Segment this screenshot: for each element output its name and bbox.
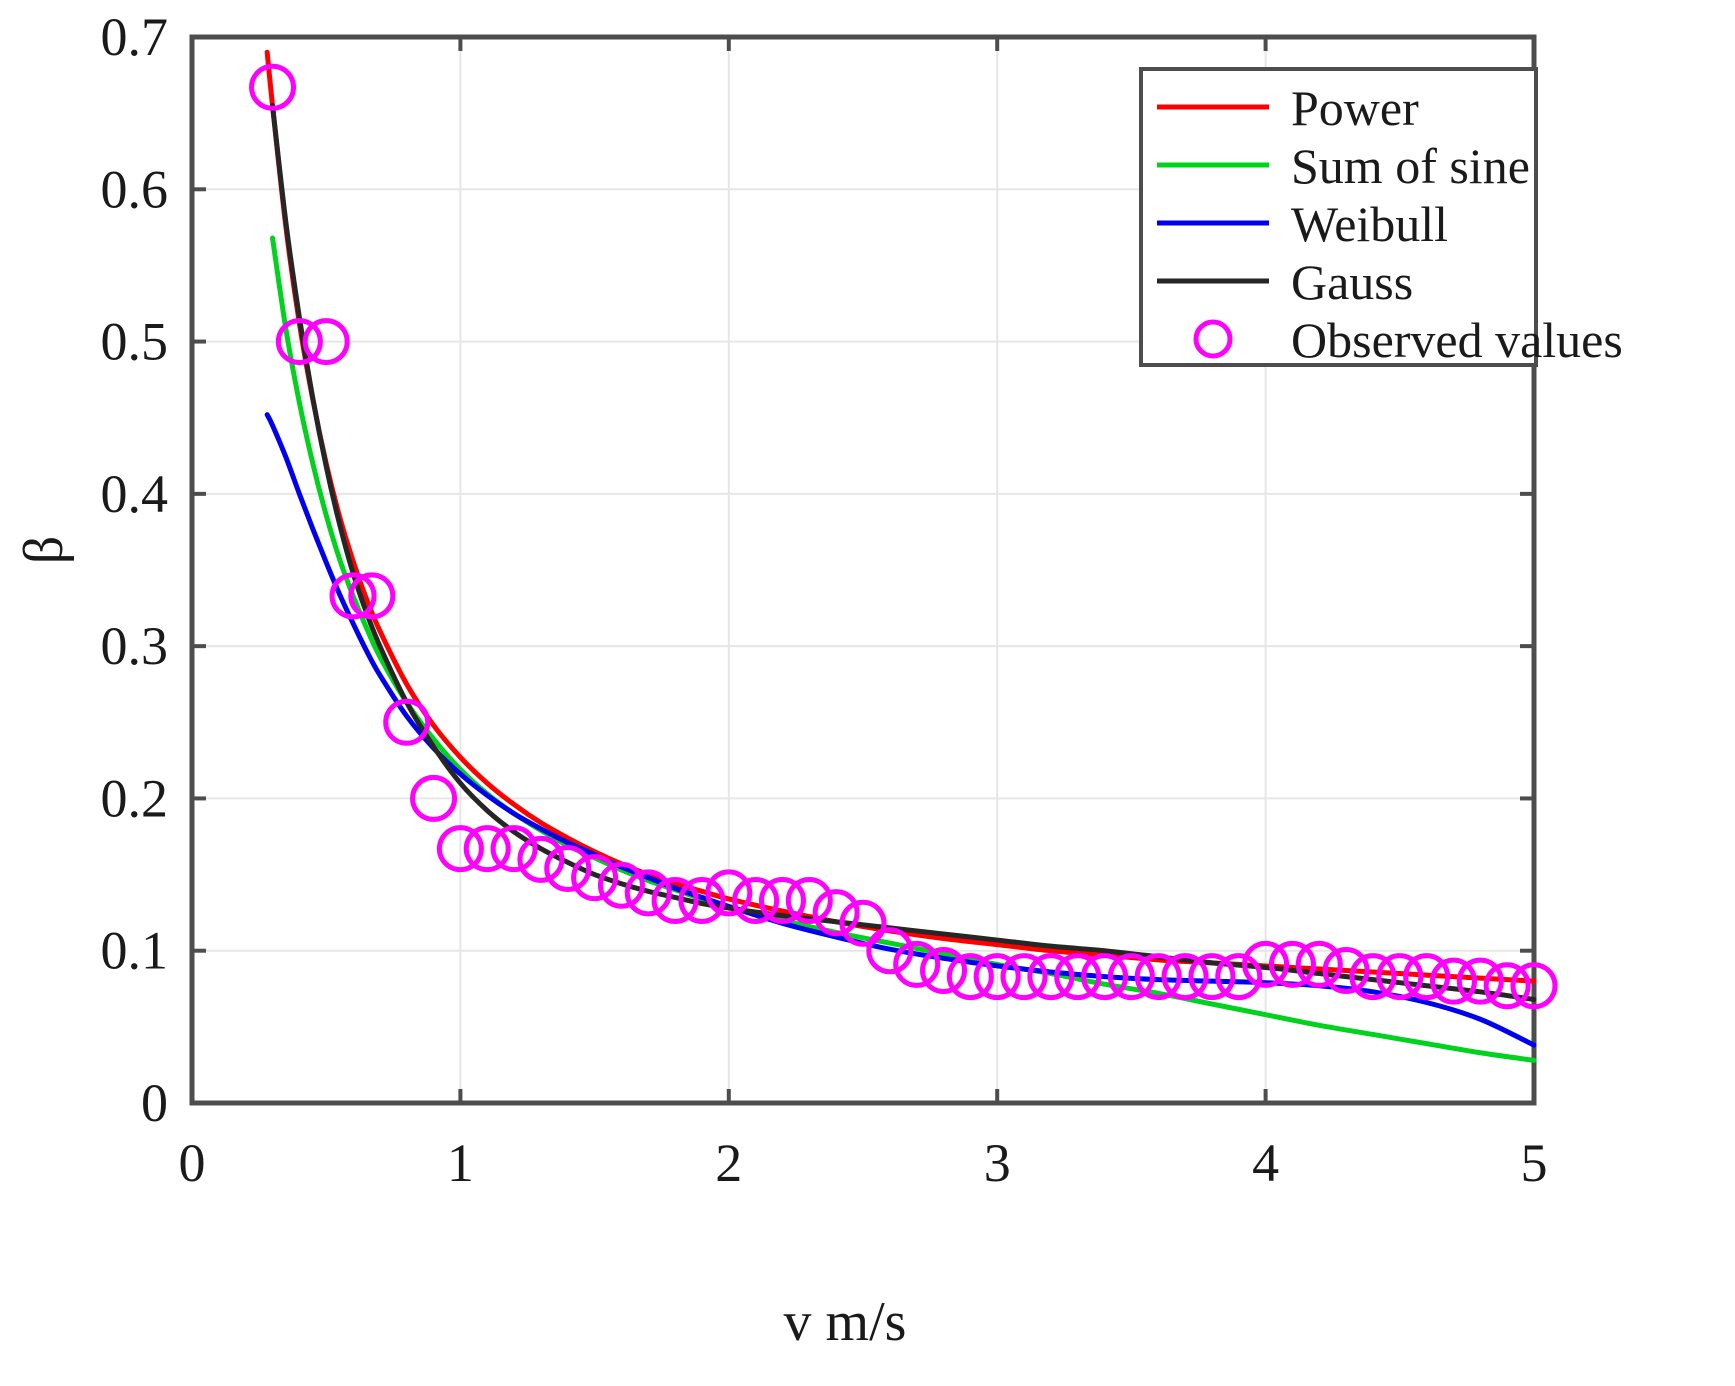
y-tick-label: 0 — [141, 1073, 168, 1133]
data-point-marker — [1134, 953, 1182, 1001]
series-observed-values — [249, 63, 1558, 1010]
legend-swatch-marker-icon — [1193, 319, 1233, 359]
data-point-marker — [839, 899, 887, 947]
data-point-marker — [1242, 940, 1290, 988]
data-point-marker — [348, 572, 396, 620]
data-point-marker — [705, 869, 753, 917]
x-tick-label: 5 — [1521, 1133, 1548, 1193]
y-tick-label: 0.7 — [101, 7, 169, 67]
data-point-marker — [973, 953, 1021, 1001]
data-point-marker — [1483, 962, 1531, 1010]
data-point-marker — [571, 854, 619, 902]
data-point-marker — [329, 572, 377, 620]
legend-item-label: Sum of sine — [1291, 138, 1530, 194]
data-point-marker — [1000, 953, 1048, 1001]
legend-item-label: Gauss — [1291, 254, 1413, 310]
legend-item-power[interactable]: Power — [1157, 80, 1419, 136]
data-point-marker — [785, 876, 833, 924]
data-point-marker — [1322, 947, 1370, 995]
data-point-marker — [1510, 962, 1558, 1010]
data-point-marker — [1268, 940, 1316, 988]
y-tick-label: 0.3 — [101, 616, 169, 676]
x-tick-label: 0 — [179, 1133, 206, 1193]
legend-item-sum-of-sine[interactable]: Sum of sine — [1157, 138, 1530, 194]
data-point-marker — [866, 927, 914, 975]
data-point-marker — [597, 861, 645, 909]
data-point-marker — [517, 835, 565, 883]
data-point-marker — [651, 876, 699, 924]
data-point-marker — [1161, 953, 1209, 1001]
legend-item-weibull[interactable]: Weibull — [1157, 196, 1448, 252]
data-point-marker — [544, 844, 592, 892]
data-point-marker — [678, 876, 726, 924]
data-point-marker — [758, 876, 806, 924]
data-point-marker — [1429, 957, 1477, 1005]
axis-lines — [189, 34, 1537, 1106]
legend-item-label: Observed values — [1291, 312, 1623, 368]
data-point-marker — [1456, 957, 1504, 1005]
data-point-marker — [436, 825, 484, 873]
legend-item-gauss[interactable]: Gauss — [1157, 254, 1413, 310]
y-tick-label: 0.1 — [101, 921, 169, 981]
data-point-marker — [410, 774, 458, 822]
data-point-marker — [302, 318, 350, 366]
plot-box — [189, 34, 1537, 1106]
legend-background — [1139, 67, 1538, 367]
x-tick-label: 4 — [1252, 1133, 1279, 1193]
y-tick-label: 0.4 — [101, 464, 169, 524]
data-series — [249, 49, 1558, 1063]
x-tick-label: 3 — [984, 1133, 1011, 1193]
data-point-marker — [1027, 953, 1075, 1001]
data-point-marker — [1081, 953, 1129, 1001]
y-tick-label: 0.6 — [101, 159, 169, 219]
data-point-marker — [1403, 953, 1451, 1001]
legend-item-label: Weibull — [1291, 196, 1448, 252]
y-tick-label: 0.5 — [101, 312, 169, 372]
data-point-marker — [1107, 953, 1155, 1001]
tick-labels: 0 0.1 0.2 0.3 0.4 0.5 0.6 0.7 0 1 2 3 4 5 — [101, 7, 1548, 1193]
data-point-marker — [946, 953, 994, 1001]
x-axis-title: v m/s — [784, 1291, 907, 1353]
data-point-marker — [383, 698, 431, 746]
data-point-marker — [1215, 953, 1263, 1001]
data-point-marker — [1054, 953, 1102, 1001]
data-point-marker — [249, 63, 297, 111]
series-line-gauss — [270, 103, 1537, 1002]
legend-item-label: Power — [1291, 80, 1419, 136]
data-point-marker — [1295, 940, 1343, 988]
data-point-marker — [490, 825, 538, 873]
x-tick-label: 1 — [447, 1133, 474, 1193]
data-point-marker — [732, 876, 780, 924]
data-point-marker — [812, 889, 860, 937]
data-point-marker — [1188, 953, 1236, 1001]
legend-item-observed-values[interactable]: Observed values — [1193, 312, 1623, 368]
x-tick-label: 2 — [715, 1133, 742, 1193]
data-point-marker — [920, 947, 968, 995]
axis-titles: v m/s β — [13, 536, 906, 1353]
y-tick-label: 0.2 — [101, 768, 169, 828]
data-point-marker — [1376, 953, 1424, 1001]
y-axis-title: β — [13, 536, 75, 565]
data-point-marker — [275, 318, 323, 366]
data-point-marker — [624, 869, 672, 917]
data-point-marker — [463, 825, 511, 873]
data-point-marker — [893, 940, 941, 988]
data-point-marker — [1349, 953, 1397, 1001]
